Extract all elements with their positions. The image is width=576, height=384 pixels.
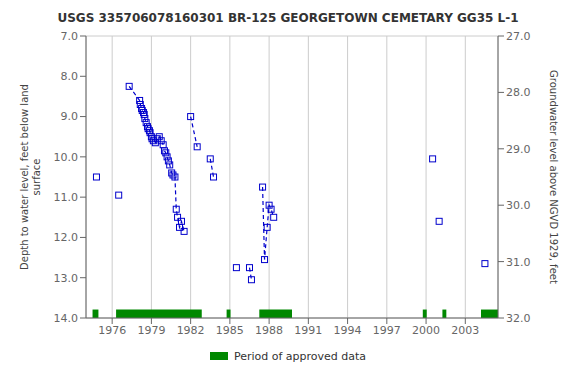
- svg-text:1979: 1979: [137, 324, 165, 337]
- svg-text:27.0: 27.0: [506, 30, 531, 43]
- svg-text:Groundwater level above NGVD 1: Groundwater level above NGVD 1929, feet: [548, 70, 559, 284]
- svg-text:29.0: 29.0: [506, 143, 531, 156]
- html-text:USGS 335706078160301 BR-125 GE: USGS 335706078160301 BR-125 GEORGETOWN C…: [57, 11, 519, 25]
- svg-text:1997: 1997: [373, 324, 401, 337]
- svg-text:11.0: 11.0: [54, 191, 79, 204]
- svg-text:28.0: 28.0: [506, 86, 531, 99]
- svg-text:1982: 1982: [177, 324, 205, 337]
- svg-text:14.0: 14.0: [54, 312, 79, 325]
- svg-text:9.0: 9.0: [61, 110, 79, 123]
- svg-text:1985: 1985: [216, 324, 244, 337]
- svg-text:1976: 1976: [98, 324, 126, 337]
- svg-text:2000: 2000: [412, 324, 440, 337]
- svg-text:8.0: 8.0: [61, 70, 79, 83]
- html-text:Period of approved data: Period of approved data: [233, 349, 367, 363]
- svg-text:12.0: 12.0: [54, 231, 79, 244]
- svg-text:31.0: 31.0: [506, 256, 531, 269]
- svg-text:30.0: 30.0: [506, 199, 531, 212]
- svg-text:32.0: 32.0: [506, 312, 531, 325]
- svg-text:1991: 1991: [294, 324, 322, 337]
- svg-text:13.0: 13.0: [54, 272, 79, 285]
- svg-text:Depth to water level, feet bel: Depth to water level, feet below landsur…: [19, 84, 42, 270]
- svg-text:7.0: 7.0: [61, 30, 79, 43]
- svg-text:10.0: 10.0: [54, 151, 79, 164]
- svg-text:2003: 2003: [451, 324, 479, 337]
- svg-text:1994: 1994: [334, 324, 362, 337]
- svg-text:1988: 1988: [255, 324, 283, 337]
